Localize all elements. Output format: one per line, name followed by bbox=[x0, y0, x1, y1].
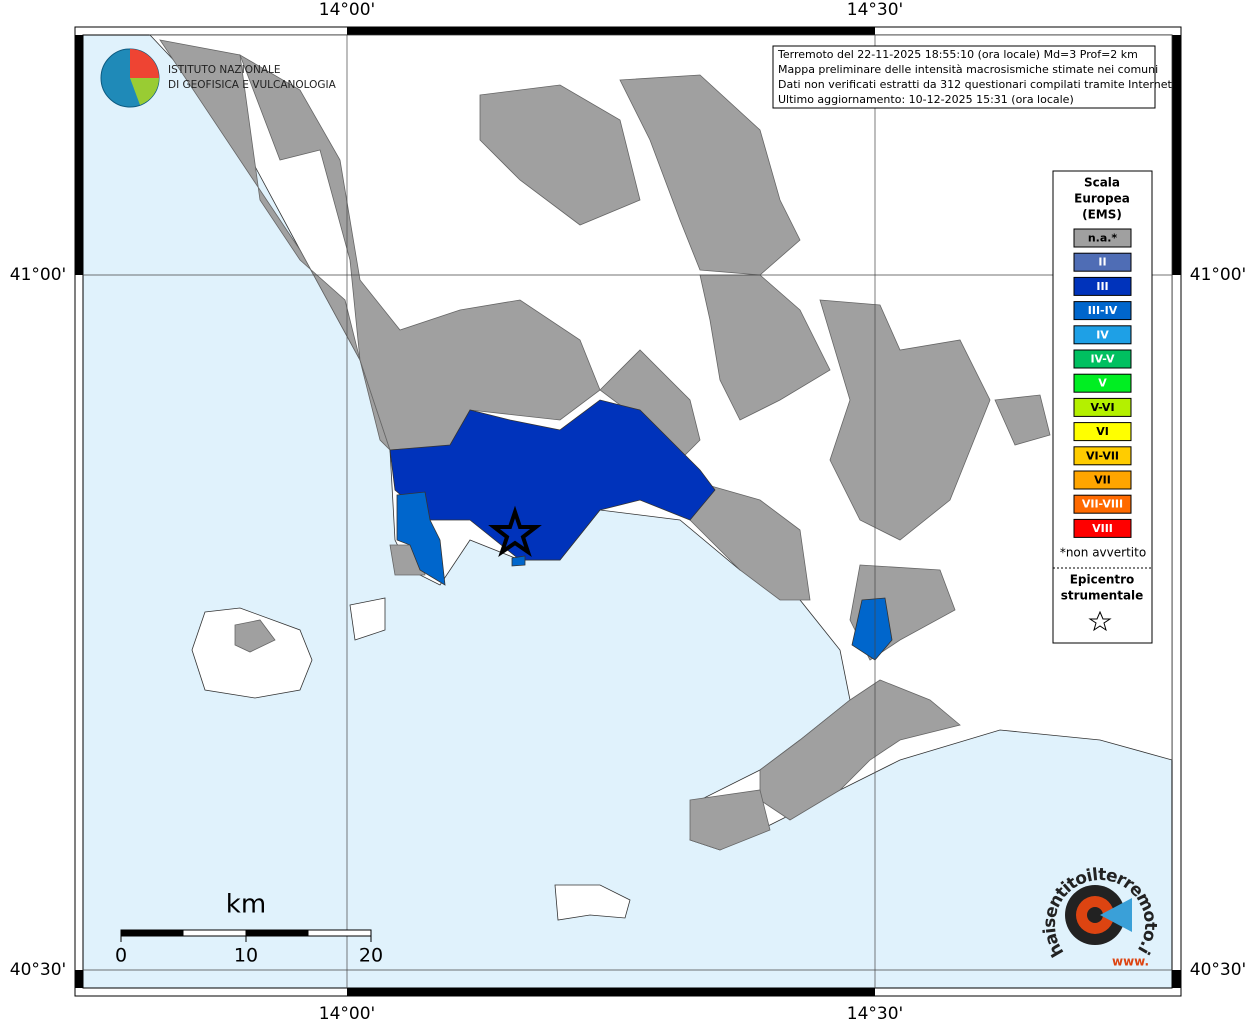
lon-label: 14°00' bbox=[319, 0, 375, 20]
legend-label: VI bbox=[1096, 425, 1109, 438]
legend-label: III bbox=[1096, 280, 1108, 293]
legend-epicenter-symbol bbox=[1088, 610, 1112, 632]
legend-swatch bbox=[1073, 373, 1132, 393]
info-line: Dati non verificati estratti da 312 ques… bbox=[778, 78, 1175, 91]
info-frame bbox=[772, 45, 1156, 109]
scale-label: 10 bbox=[234, 945, 258, 967]
legend-swatch bbox=[1073, 494, 1132, 514]
legend-label: VII-VIII bbox=[1082, 498, 1123, 511]
frame-bar bbox=[75, 970, 83, 988]
lon-label: 14°30' bbox=[847, 1004, 903, 1024]
frame-bar bbox=[1172, 35, 1181, 275]
logo-text: DI GEOFISICA E VULCANOLOGIA bbox=[168, 79, 337, 91]
frame-bar bbox=[347, 988, 875, 996]
ingv-logo: ISTITUTO NAZIONALE DI GEOFISICA E VULCAN… bbox=[100, 48, 337, 108]
legend-swatch bbox=[1073, 518, 1132, 538]
legend-label: V-VI bbox=[1090, 401, 1114, 414]
legend-epicenter-title: strumentale bbox=[1061, 589, 1144, 603]
legend-swatch bbox=[1073, 446, 1132, 466]
lat-label: 41°00' bbox=[1190, 265, 1246, 285]
legend-label: VI-VII bbox=[1086, 449, 1119, 462]
scale-label: 20 bbox=[359, 945, 383, 967]
legend-swatch bbox=[1073, 325, 1132, 345]
legend-label: II bbox=[1098, 256, 1106, 269]
legend-swatch bbox=[1073, 470, 1132, 490]
legend-label: III-IV bbox=[1088, 304, 1118, 317]
legend: ScalaEuropea(EMS)n.a.*IIIIIIII-IVIVIV-VV… bbox=[1052, 170, 1153, 644]
legend-label: IV bbox=[1096, 328, 1109, 341]
scale-bar-segment bbox=[246, 930, 309, 936]
info-line: Terremoto del 22-11-2025 18:55:10 (ora l… bbox=[777, 48, 1138, 61]
legend-note: *non avvertito bbox=[1060, 546, 1146, 560]
legend-swatch bbox=[1073, 397, 1132, 417]
legend-label: n.a.* bbox=[1088, 232, 1118, 245]
legend-label: IV-V bbox=[1090, 353, 1115, 366]
legend-swatch bbox=[1073, 252, 1132, 272]
frame-bar bbox=[347, 27, 875, 35]
scale-bar: km 0 10 20 bbox=[115, 890, 383, 967]
info-line: Mappa preliminare delle intensità macros… bbox=[778, 63, 1158, 76]
scale-unit: km bbox=[226, 890, 266, 920]
scale-bar-segment bbox=[121, 930, 184, 936]
intensity-areas bbox=[389, 399, 893, 661]
legend-label: VIII bbox=[1092, 522, 1113, 535]
site-logo-ring bbox=[1087, 907, 1103, 923]
legend-swatch bbox=[1073, 349, 1132, 369]
legend-epicenter-title: Epicentro bbox=[1070, 573, 1135, 587]
site-logo-prefix: www. bbox=[1112, 955, 1149, 969]
lon-label: 14°30' bbox=[847, 0, 903, 20]
site-logo-speaker bbox=[1100, 898, 1132, 932]
graticule: 14°00' 14°00' 14°30' 14°30' 41°00' 41°00' 40°3… bbox=[10, 0, 1246, 1024]
lon-label: 14°00' bbox=[319, 1004, 375, 1024]
lat-label: 41°00' bbox=[10, 265, 66, 285]
legend-label: V bbox=[1098, 377, 1107, 390]
gray-comuni bbox=[159, 39, 1051, 851]
info-box: Terremoto del 22-11-2025 18:55:10 (ora l… bbox=[772, 45, 1175, 109]
epicenter bbox=[488, 505, 542, 558]
scale-label: 0 bbox=[115, 945, 127, 967]
frame-bar bbox=[1172, 970, 1181, 988]
legend-swatch bbox=[1073, 422, 1132, 442]
legend-title: Scala bbox=[1084, 176, 1120, 190]
legend-swatch bbox=[1073, 301, 1132, 321]
legend-swatch bbox=[1073, 228, 1132, 248]
logo-text: ISTITUTO NAZIONALE bbox=[168, 64, 281, 76]
logo-segment bbox=[130, 49, 159, 78]
legend-swatch bbox=[1073, 276, 1132, 296]
lat-label: 40°30' bbox=[1190, 960, 1246, 980]
lat-label: 40°30' bbox=[10, 960, 66, 980]
logo-segment bbox=[130, 78, 159, 105]
legend-title: (EMS) bbox=[1082, 208, 1122, 222]
legend-label: VII bbox=[1094, 474, 1111, 487]
info-line: Ultimo aggiornamento: 10-12-2025 15:31 (… bbox=[778, 93, 1074, 106]
legend-title: Europea bbox=[1074, 192, 1130, 206]
frame-bar bbox=[75, 35, 83, 275]
